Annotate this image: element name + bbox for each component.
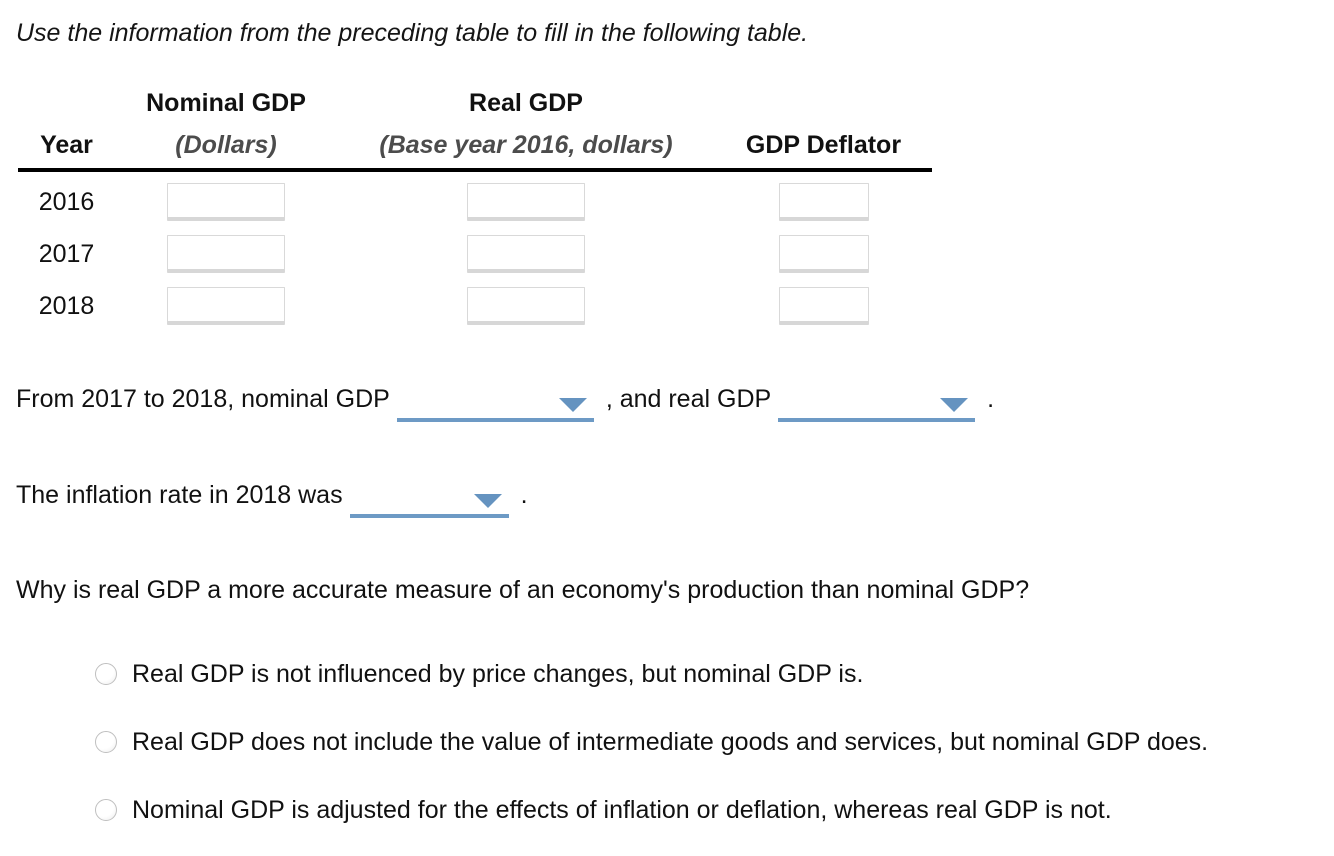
year-label: 2017	[38, 239, 95, 268]
nominal-gdp-input-2017[interactable]	[167, 235, 285, 273]
dropdown-arrow-icon	[473, 494, 502, 508]
radio-button[interactable]	[95, 731, 117, 753]
year-label: 2016	[38, 187, 95, 216]
inflation-rate-sentence: The inflation rate in 2018 was.	[16, 481, 528, 518]
option-label: Nominal GDP is adjusted for the effects …	[132, 795, 1112, 824]
sentence2-text-end: .	[520, 481, 528, 509]
radio-button[interactable]	[95, 799, 117, 821]
column-group-real-gdp: Real GDP	[469, 88, 583, 117]
sentence1-text-mid: , and real GDP	[605, 385, 772, 413]
gdp-deflator-input-2018[interactable]	[778, 287, 869, 325]
year-label: 2018	[38, 291, 95, 320]
inflation-rate-dropdown[interactable]	[349, 484, 509, 518]
instruction-text: Use the information from the preceding t…	[16, 19, 809, 47]
sentence2-text-lead: The inflation rate in 2018 was	[16, 481, 343, 509]
radio-button[interactable]	[95, 663, 117, 685]
real-gdp-change-dropdown[interactable]	[778, 388, 976, 422]
gdp-deflator-input-2016[interactable]	[778, 183, 869, 221]
nominal-gdp-input-2018[interactable]	[167, 287, 285, 325]
sentence1-text-lead: From 2017 to 2018, nominal GDP	[16, 385, 390, 413]
column-header-nominal-units: (Dollars)	[175, 131, 277, 159]
real-gdp-input-2017[interactable]	[467, 235, 585, 273]
answer-option-3: Nominal GDP is adjusted for the effects …	[95, 795, 1112, 825]
column-header-year: Year	[40, 131, 93, 159]
table-header: Nominal GDP Real GDP Year (Dollars) (Bas…	[18, 83, 932, 172]
nominal-gdp-change-dropdown[interactable]	[396, 388, 594, 422]
table-body: 2016 2017 2018	[18, 172, 932, 332]
gdp-deflator-input-2017[interactable]	[778, 235, 869, 273]
dropdown-arrow-icon	[558, 398, 587, 412]
gdp-change-sentence: From 2017 to 2018, nominal GDP , and real…	[16, 385, 995, 422]
table-row-2016: 2016	[18, 176, 932, 228]
column-header-gdp-deflator: GDP Deflator	[745, 131, 902, 159]
real-gdp-input-2016[interactable]	[467, 183, 585, 221]
answer-option-2: Real GDP does not include the value of i…	[95, 727, 1208, 757]
nominal-gdp-input-2016[interactable]	[167, 183, 285, 221]
gdp-fill-in-table: Nominal GDP Real GDP Year (Dollars) (Bas…	[18, 83, 932, 332]
real-gdp-input-2018[interactable]	[467, 287, 585, 325]
column-header-real-units: (Base year 2016, dollars)	[379, 131, 673, 159]
option-label: Real GDP is not influenced by price chan…	[132, 659, 864, 688]
multiple-choice-question: Why is real GDP a more accurate measure …	[16, 576, 1030, 604]
column-group-nominal-gdp: Nominal GDP	[146, 88, 306, 117]
table-row-2017: 2017	[18, 228, 932, 280]
dropdown-arrow-icon	[940, 398, 969, 412]
option-label: Real GDP does not include the value of i…	[132, 727, 1209, 756]
answer-option-1: Real GDP is not influenced by price chan…	[95, 659, 863, 689]
table-row-2018: 2018	[18, 280, 932, 332]
sentence1-text-end: .	[987, 385, 995, 413]
